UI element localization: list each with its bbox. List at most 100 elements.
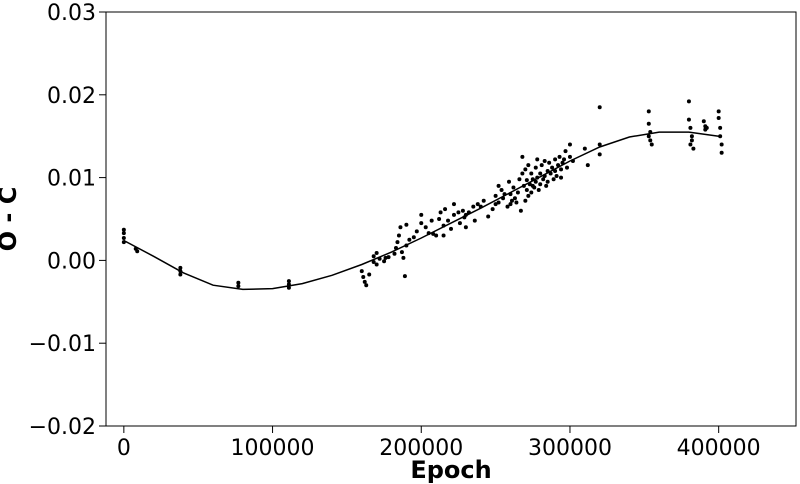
data-point <box>532 185 537 190</box>
data-point <box>466 210 471 215</box>
data-point <box>404 222 409 227</box>
data-point <box>475 202 480 207</box>
y-tick-label: −0.01 <box>29 332 96 357</box>
data-point <box>362 279 367 284</box>
data-point <box>441 223 446 228</box>
data-point <box>493 193 498 198</box>
data-point <box>121 227 126 232</box>
data-point <box>364 283 369 288</box>
data-point <box>443 207 448 212</box>
x-tick-label: 200000 <box>379 436 463 461</box>
data-point <box>512 196 517 201</box>
data-point <box>520 154 525 159</box>
data-point <box>553 168 558 173</box>
data-point <box>508 192 513 197</box>
data-point <box>286 282 291 287</box>
data-point <box>585 163 590 168</box>
x-tick-label: 0 <box>117 436 131 461</box>
data-point <box>496 183 501 188</box>
data-point <box>386 255 391 260</box>
data-point <box>689 134 694 139</box>
data-point <box>121 240 126 245</box>
y-tick-label: 0.03 <box>47 1 96 26</box>
data-point <box>471 204 476 209</box>
data-point <box>407 237 412 242</box>
data-point <box>517 177 522 182</box>
data-point <box>396 233 401 238</box>
data-point <box>646 109 651 114</box>
data-point <box>548 171 553 176</box>
data-point <box>716 109 721 114</box>
data-point <box>493 202 498 207</box>
data-point <box>414 229 419 234</box>
data-point <box>646 121 651 126</box>
data-point <box>509 198 514 203</box>
data-point <box>486 214 491 219</box>
data-point <box>460 208 465 213</box>
x-axis: 0 100000 200000 300000 400000 <box>117 426 761 461</box>
data-point <box>597 152 602 157</box>
data-point <box>530 177 535 182</box>
data-point <box>236 280 241 285</box>
data-point <box>402 274 407 279</box>
data-point <box>718 134 723 139</box>
data-point <box>367 272 372 277</box>
data-point <box>121 231 126 236</box>
data-point <box>559 175 564 180</box>
data-point <box>377 256 382 261</box>
data-point <box>597 142 602 147</box>
data-point <box>545 179 550 184</box>
x-tick-label: 400000 <box>677 436 761 461</box>
data-point <box>562 157 567 162</box>
data-point <box>518 208 523 213</box>
data-point <box>550 165 555 170</box>
data-point <box>496 200 501 205</box>
data-point <box>431 231 436 236</box>
data-point <box>570 159 575 164</box>
data-point <box>178 265 183 270</box>
data-point <box>505 204 510 209</box>
data-point <box>648 138 653 143</box>
data-point <box>718 125 723 130</box>
data-point <box>382 259 387 264</box>
data-point <box>457 221 462 226</box>
fit-curve <box>123 131 719 291</box>
data-point <box>441 233 446 238</box>
data-point <box>686 117 691 122</box>
data-point <box>511 185 516 190</box>
data-point <box>472 218 477 223</box>
data-point <box>538 171 543 176</box>
data-point <box>398 225 403 230</box>
data-point <box>374 262 379 267</box>
data-point <box>514 200 519 205</box>
data-point <box>536 188 541 193</box>
data-point <box>524 188 529 193</box>
plot-area <box>105 11 797 427</box>
data-point <box>520 171 525 176</box>
data-point <box>286 279 291 284</box>
data-point <box>371 260 376 265</box>
data-point <box>423 225 428 230</box>
data-point <box>178 272 183 277</box>
data-point <box>526 193 531 198</box>
data-point <box>121 236 126 241</box>
data-point <box>556 163 561 168</box>
data-point <box>688 125 693 130</box>
data-point <box>533 179 538 184</box>
data-point <box>490 207 495 212</box>
data-point <box>236 284 241 289</box>
data-point <box>446 218 451 223</box>
data-point <box>545 168 550 173</box>
data-point <box>542 173 547 178</box>
data-point <box>456 210 461 215</box>
data-point <box>395 240 400 245</box>
data-point <box>481 198 486 203</box>
data-point <box>438 210 443 215</box>
data-point <box>529 171 534 176</box>
data-point <box>535 157 540 162</box>
y-tick-label: −0.02 <box>29 415 96 440</box>
data-point <box>429 218 434 223</box>
data-point <box>521 183 526 188</box>
y-tick-label: 0.01 <box>47 167 96 192</box>
